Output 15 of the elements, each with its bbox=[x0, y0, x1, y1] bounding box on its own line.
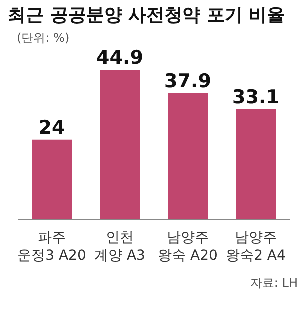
bar bbox=[168, 93, 208, 220]
chart-title: 최근 공공분양 사전청약 포기 비율 bbox=[8, 4, 286, 27]
x-tick-label: 남양주 왕숙2 A4 bbox=[226, 230, 286, 264]
data-label: 37.9 bbox=[164, 70, 212, 92]
bar bbox=[100, 70, 140, 220]
x-tick-label: 파주 운정3 A20 bbox=[18, 230, 86, 264]
bar bbox=[236, 109, 276, 220]
bar bbox=[32, 140, 72, 220]
chart-subtitle: (단위: %) bbox=[17, 30, 70, 47]
data-label: 44.9 bbox=[96, 47, 144, 69]
x-tick-label: 인천 계양 A3 bbox=[94, 230, 146, 264]
x-tick-label: 남양주 왕숙 A20 bbox=[158, 230, 218, 264]
data-label: 33.1 bbox=[232, 86, 280, 108]
data-label: 24 bbox=[38, 116, 66, 139]
text: 자료: LH bbox=[250, 275, 298, 292]
